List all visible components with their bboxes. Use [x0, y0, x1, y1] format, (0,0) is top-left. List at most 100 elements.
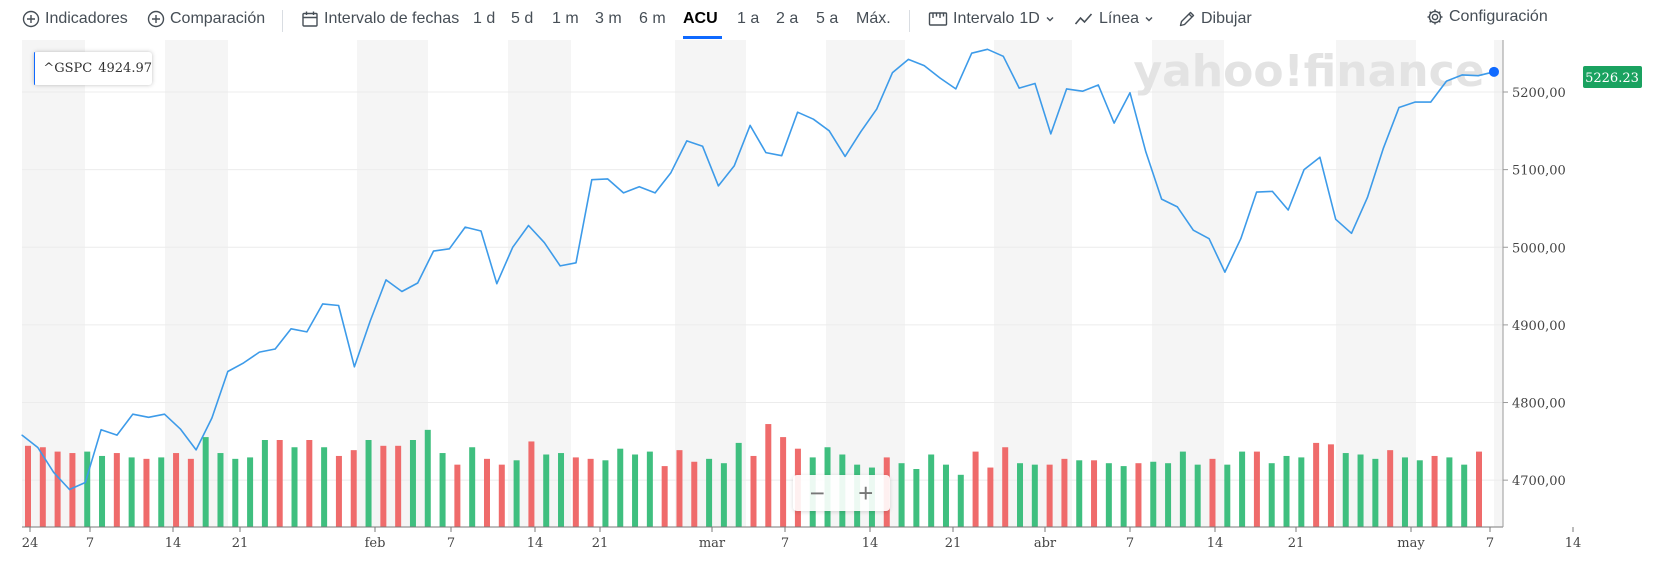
- price-line-series: [21, 48, 1495, 491]
- volume-bar: [321, 447, 328, 527]
- last-price-tag: [1583, 66, 1642, 88]
- series-color-swatch: [34, 52, 36, 85]
- price-point: [1018, 87, 1020, 89]
- price-point: [1208, 238, 1210, 240]
- volume-bar: [572, 457, 579, 527]
- volume-bar: [750, 455, 757, 527]
- x-tick-label: 7: [781, 536, 789, 551]
- range-2y[interactable]: 2 a: [776, 10, 799, 27]
- x-tick-label: mar: [699, 536, 726, 551]
- price-point: [1335, 218, 1337, 220]
- zoom-in-button[interactable]: +: [858, 478, 874, 508]
- range-ytd[interactable]: ACU: [683, 10, 718, 27]
- price-point: [876, 108, 878, 110]
- range-1d[interactable]: 1 d: [473, 10, 496, 27]
- price-point: [638, 186, 640, 188]
- week-band: [1494, 40, 1503, 527]
- chart-type-label: Línea: [1099, 10, 1140, 27]
- price-point: [258, 351, 261, 353]
- volume-bar: [661, 466, 668, 527]
- volume-bar: [513, 460, 520, 527]
- y-axis-ticks: 5200,00 5100,00 5000,00 4900,00 4800,00 4700,…: [1503, 86, 1566, 489]
- price-point: [686, 140, 688, 142]
- x-tick-label: 21: [1288, 536, 1305, 551]
- interval-button[interactable]: Intervalo 1D: [928, 10, 1055, 28]
- x-tick-label: 24: [22, 536, 39, 551]
- price-point: [37, 446, 39, 449]
- price-point: [480, 230, 482, 232]
- range-6m[interactable]: 6 m: [639, 10, 666, 27]
- volume-bar: [291, 447, 298, 527]
- legend-symbol: ^GSPC: [43, 61, 93, 76]
- price-point: [654, 192, 656, 194]
- price-point: [448, 248, 450, 250]
- volume-bar: [1091, 460, 1098, 527]
- price-point: [274, 348, 276, 350]
- volume-bar: [39, 447, 46, 527]
- price-point: [860, 130, 862, 133]
- volume-bar: [1416, 460, 1423, 527]
- price-point: [353, 366, 355, 368]
- range-1m[interactable]: 1 m: [552, 10, 579, 27]
- volume-bar: [735, 442, 742, 527]
- price-point: [322, 303, 324, 305]
- draw-button[interactable]: Dibujar: [1178, 10, 1252, 28]
- price-point: [575, 262, 577, 264]
- price-point: [812, 118, 814, 120]
- price-point: [1255, 191, 1258, 193]
- volume-bar: [247, 457, 254, 527]
- volume-bar: [1327, 444, 1334, 527]
- price-chart[interactable]: yahoo!finance 5200,00 5100,00 5000,00 4900,…: [0, 40, 1653, 583]
- week-band: [994, 40, 1072, 527]
- range-5d[interactable]: 5 d: [511, 10, 534, 27]
- price-point: [21, 434, 23, 436]
- price-point: [891, 71, 894, 74]
- volume-bar: [913, 469, 920, 527]
- price-point: [290, 328, 292, 330]
- volume-bar: [1076, 460, 1083, 527]
- volume-bar: [558, 453, 565, 527]
- price-point: [242, 362, 245, 364]
- volume-bar: [1283, 455, 1290, 527]
- volume-bar: [469, 447, 476, 527]
- indicators-button[interactable]: Indicadores: [22, 10, 128, 28]
- range-5y[interactable]: 5 a: [816, 10, 839, 27]
- volume-bar: [1298, 457, 1305, 527]
- range-max[interactable]: Máx.: [856, 10, 891, 27]
- zoom-out-button[interactable]: −: [809, 478, 825, 508]
- volume-bar: [543, 454, 550, 527]
- price-point: [1271, 190, 1274, 192]
- volume-bar: [158, 457, 165, 527]
- date-range-button[interactable]: Intervalo de fechas: [301, 10, 459, 28]
- price-point: [1240, 238, 1242, 240]
- price-point: [1350, 232, 1353, 234]
- symbol-legend[interactable]: ^GSPC 4924.97: [34, 52, 152, 85]
- range-3m[interactable]: 3 m: [595, 10, 622, 27]
- volume-bar: [676, 450, 683, 527]
- settings-button[interactable]: Configuración: [1426, 8, 1548, 26]
- volume-bar: [1342, 453, 1349, 527]
- week-band: [22, 40, 85, 527]
- volume-bar: [1268, 463, 1275, 527]
- volume-bar: [1046, 464, 1053, 527]
- x-tick-label: 21: [945, 536, 962, 551]
- volume-bar: [1476, 451, 1482, 527]
- volume-bar: [1209, 458, 1216, 527]
- comparison-button[interactable]: Comparación: [147, 10, 265, 28]
- volume-bar: [1002, 447, 1009, 527]
- price-point: [607, 178, 609, 180]
- volume-bar: [780, 437, 787, 527]
- chart-type-button[interactable]: Línea: [1074, 10, 1154, 28]
- price-point: [1414, 101, 1416, 103]
- price-point: [986, 48, 989, 50]
- price-point: [1113, 122, 1115, 124]
- price-point: [100, 429, 102, 431]
- range-1y[interactable]: 1 a: [737, 10, 760, 27]
- price-point: [1366, 196, 1368, 199]
- volume-bar: [691, 461, 698, 527]
- x-tick-label: 7: [86, 536, 94, 551]
- price-point: [1050, 133, 1052, 135]
- price-point: [385, 279, 387, 281]
- volume-bar: [928, 454, 935, 527]
- volume-bar: [632, 454, 639, 527]
